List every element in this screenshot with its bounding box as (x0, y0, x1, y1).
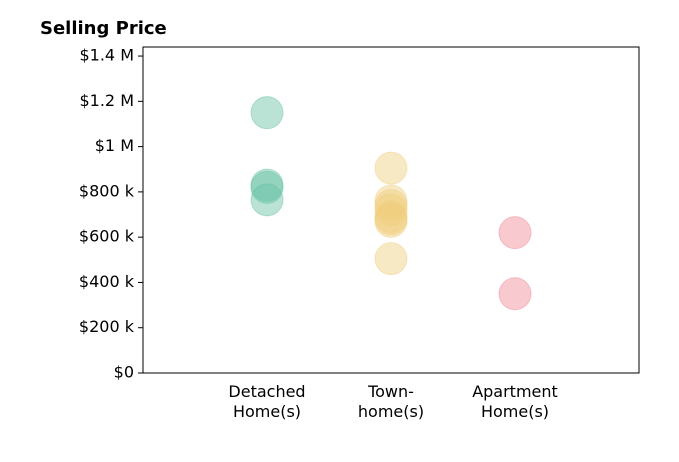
point (250, 168, 284, 202)
point (374, 184, 408, 218)
point (374, 202, 408, 236)
y-tick-label: $200 k (79, 317, 135, 336)
y-tick-label: $600 k (79, 227, 135, 246)
y-tick-label: $0 (114, 363, 134, 382)
plot-frame (142, 46, 640, 374)
x-tick-label: Apartment Home(s) (472, 382, 558, 421)
point (374, 204, 408, 238)
point (250, 183, 284, 217)
point (374, 193, 408, 227)
point (374, 151, 408, 185)
point (498, 277, 532, 311)
y-tick-label: $1.2 M (79, 91, 134, 110)
x-tick-label: Detached Home(s) (228, 382, 306, 421)
y-tick-label: $800 k (79, 181, 135, 200)
point (498, 216, 532, 250)
x-tick-label: Town- home(s) (357, 382, 425, 421)
y-tick-label: $400 k (79, 272, 135, 291)
point (374, 188, 408, 222)
point (374, 200, 408, 234)
y-tick-label: $1.4 M (79, 46, 134, 65)
y-tick-label: $1 M (95, 136, 134, 155)
point (374, 242, 408, 276)
chart-title: Selling Price (40, 18, 167, 39)
point (250, 96, 284, 130)
point (250, 170, 284, 204)
